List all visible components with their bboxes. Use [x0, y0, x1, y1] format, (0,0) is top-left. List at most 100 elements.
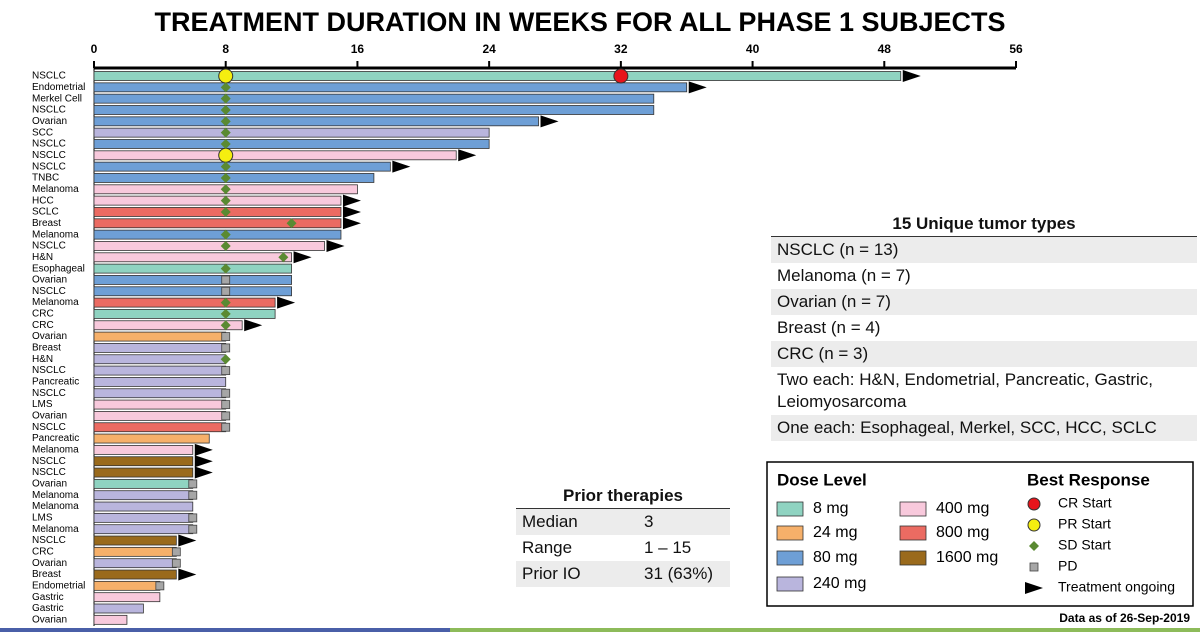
bar [93, 331, 227, 342]
bar [93, 580, 161, 591]
y-tick-label: H&N [32, 354, 53, 365]
x-tick-label: 32 [614, 42, 628, 56]
marker [155, 581, 165, 591]
table-row: Median 3 [516, 509, 730, 535]
marker [188, 524, 198, 534]
marker [221, 400, 231, 409]
legend-marker [1029, 562, 1039, 572]
bar [93, 433, 210, 444]
y-tick-label: Breast [32, 569, 61, 580]
legend-marker [1027, 497, 1041, 511]
legend-marker [1027, 518, 1041, 532]
bar [93, 365, 227, 376]
bar [93, 569, 177, 580]
marker [194, 466, 213, 479]
bar [93, 207, 342, 217]
marker [221, 388, 231, 398]
legend-swatch [776, 501, 804, 517]
marker [293, 251, 312, 264]
bar [93, 93, 655, 104]
marker [220, 172, 231, 183]
y-tick-label: SCLC [32, 207, 59, 218]
marker [220, 127, 231, 138]
bar [93, 467, 194, 478]
bar [93, 388, 227, 399]
marker [188, 513, 198, 523]
legend-swatch [776, 550, 804, 566]
y-tick-label: NSCLC [32, 422, 66, 433]
legend-label: Treatment ongoing [1058, 579, 1175, 595]
marker [220, 206, 231, 217]
marker [188, 490, 198, 500]
cell: Prior IO [522, 564, 581, 583]
marker [221, 411, 231, 421]
bar [93, 173, 375, 183]
marker [220, 161, 231, 172]
marker [178, 534, 197, 547]
table-title: Prior therapies [516, 484, 730, 509]
y-tick-label: Merkel Cell [32, 93, 82, 104]
bar [93, 603, 144, 614]
y-tick-label: NSCLC [32, 388, 66, 399]
bar [93, 297, 276, 308]
table-row: CRC (n = 3) [771, 341, 1197, 367]
marker [220, 297, 231, 308]
marker [342, 217, 361, 230]
y-tick-label: LMS [32, 513, 53, 524]
legend-label: SD Start [1058, 537, 1111, 553]
marker [171, 547, 181, 557]
legend-label: 1600 mg [936, 549, 998, 566]
bar [93, 275, 292, 285]
y-tick-label: NSCLC [32, 365, 66, 376]
bar [93, 116, 539, 127]
marker [220, 104, 231, 115]
footer-bar [450, 628, 1200, 632]
marker [458, 149, 477, 162]
marker [218, 68, 234, 84]
legend-label: 400 mg [936, 500, 989, 517]
legend-swatch [899, 550, 927, 566]
x-tick-label: 40 [746, 42, 760, 56]
bar [93, 524, 194, 535]
y-tick-label: NSCLC [32, 71, 66, 82]
bar [93, 512, 194, 523]
bar [93, 105, 655, 115]
y-tick-label: CRC [32, 547, 54, 558]
marker [218, 147, 234, 163]
footnote: Data as of 26-Sep-2019 [1059, 611, 1190, 625]
y-tick-label: Melanoma [32, 501, 79, 512]
bar [93, 286, 292, 297]
x-tick-label: 24 [482, 42, 496, 56]
bar [93, 592, 161, 603]
marker [220, 229, 231, 240]
y-tick-label: Gastric [32, 603, 64, 614]
cell: Range [522, 538, 573, 557]
y-tick-label: HCC [32, 195, 54, 206]
y-tick-label: Breast [32, 343, 61, 354]
marker [221, 332, 231, 341]
bar [93, 490, 194, 501]
table-row: One each: Esophageal, Merkel, SCC, HCC, … [771, 415, 1197, 441]
bar [93, 354, 227, 365]
y-tick-label: Ovarian [32, 116, 67, 127]
bar [93, 309, 276, 319]
x-tick-label: 16 [351, 42, 365, 56]
y-tick-label: NSCLC [32, 456, 66, 467]
bar [93, 263, 292, 274]
legend-label: 80 mg [813, 549, 857, 566]
cell: 3 [644, 512, 654, 531]
chart-title: TREATMENT DURATION IN WEEKS FOR ALL PHAS… [154, 7, 1005, 37]
cell: Median [522, 512, 578, 531]
y-tick-label: Melanoma [32, 229, 79, 240]
marker [220, 82, 231, 93]
table-row: Ovarian (n = 7) [771, 289, 1197, 315]
marker [221, 275, 231, 285]
y-tick-label: Melanoma [32, 297, 79, 308]
marker [220, 308, 231, 319]
x-tick-label: 48 [878, 42, 892, 56]
y-tick-label: Gastric [32, 592, 64, 603]
marker [342, 205, 361, 218]
marker [392, 160, 411, 173]
marker [220, 263, 231, 274]
